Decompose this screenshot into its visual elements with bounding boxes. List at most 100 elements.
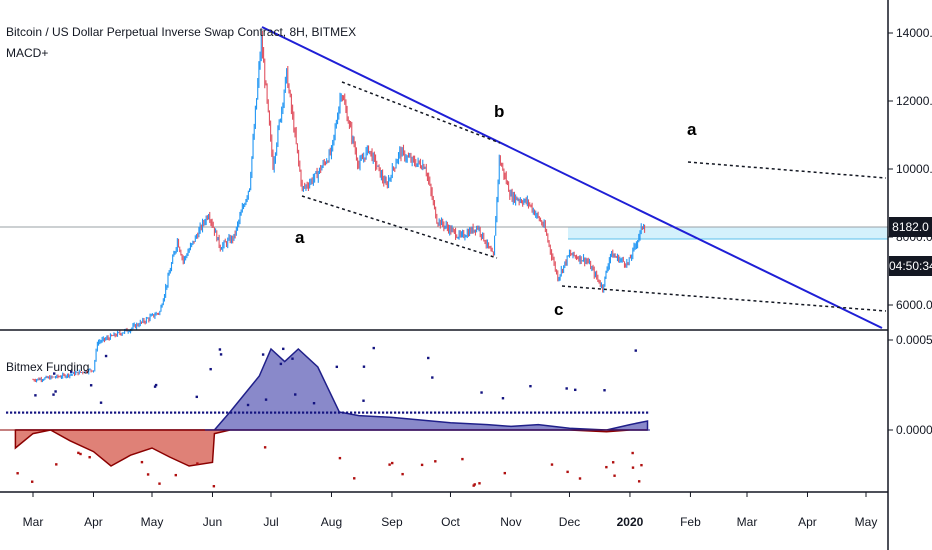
funding-dot (314, 411, 317, 414)
y-tick-label: 6000.0 (896, 298, 932, 312)
funding-dot (510, 411, 513, 414)
funding-dot (637, 480, 641, 483)
funding-dot (353, 477, 356, 480)
funding-dot (70, 411, 73, 414)
funding-dot (590, 411, 593, 414)
funding-dot (104, 354, 108, 358)
funding-dot (634, 411, 637, 414)
funding-dot (70, 370, 73, 373)
funding-dot (486, 411, 489, 414)
funding-pane-title[interactable]: Bitmex Funding (6, 360, 90, 374)
x-tick-label: 2020 (617, 515, 644, 529)
funding-dot (34, 411, 37, 414)
funding-dot (122, 411, 125, 414)
funding-dot (246, 411, 249, 414)
funding-dot (342, 411, 345, 414)
funding-dot (194, 411, 197, 414)
funding-dot (77, 451, 80, 455)
funding-dot (606, 411, 609, 414)
time-axis[interactable]: Mar Apr May Jun Jul Aug Sep Oct Nov Dec 2020 Feb Mar… (23, 492, 878, 529)
funding-dot (503, 471, 507, 475)
funding-dot (550, 463, 554, 466)
funding-dot (226, 411, 229, 414)
funding-dot (18, 411, 21, 414)
funding-dot (234, 411, 237, 414)
x-tick-label: Dec (559, 515, 580, 529)
funding-dot (470, 411, 473, 414)
funding-dot (418, 411, 421, 414)
funding-dot (94, 411, 97, 414)
funding-dot (430, 411, 433, 414)
funding-dot (86, 411, 89, 414)
funding-dot (264, 398, 268, 401)
chart-title: Bitcoin / US Dollar Perpetual Inverse Sw… (6, 25, 357, 39)
funding-dot (431, 376, 434, 379)
funding-dot (394, 411, 397, 414)
x-tick-label: Apr (84, 515, 103, 529)
x-tick-label: Jul (263, 515, 278, 529)
funding-dot (294, 411, 297, 414)
funding-dot (598, 411, 601, 414)
funding-dot (622, 411, 625, 414)
x-tick-label: Aug (321, 515, 342, 529)
funding-dot (54, 411, 57, 414)
x-tick-label: Jun (203, 515, 222, 529)
funding-dot (16, 472, 19, 475)
funding-dot (146, 473, 150, 476)
funding-dot (454, 411, 457, 414)
funding-dot (480, 391, 483, 394)
funding-dot (434, 411, 437, 414)
funding-dot (298, 411, 301, 414)
funding-dot (118, 411, 121, 414)
funding-dot (198, 411, 201, 414)
funding-dot (146, 411, 149, 414)
funding-dot (565, 387, 568, 390)
funding-dot (646, 411, 649, 414)
funding-dot (631, 451, 634, 455)
funding-dot (158, 411, 161, 414)
funding-dot (30, 411, 33, 414)
indicator-label[interactable]: MACD+ (6, 46, 49, 60)
funding-dot (586, 411, 589, 414)
funding-dot (178, 411, 181, 414)
funding-dot (626, 411, 629, 414)
x-tick-label: Feb (680, 515, 701, 529)
funding-dot (618, 411, 621, 414)
funding-dot (386, 411, 389, 414)
y-tick-label: 14000.0 (896, 26, 932, 40)
funding-dot (398, 411, 401, 414)
funding-dot (58, 411, 61, 414)
funding-dot (566, 411, 569, 414)
funding-dot (138, 411, 141, 414)
funding-dot (334, 411, 337, 414)
funding-dot (102, 411, 105, 414)
funding-dot (182, 411, 185, 414)
funding-dot (261, 353, 265, 356)
funding-dot (42, 411, 45, 414)
wave-label-a-projected: a (687, 120, 697, 139)
funding-dot (391, 461, 394, 465)
funding-dot (478, 482, 481, 485)
funding-dot (291, 357, 294, 360)
funding-dot (254, 411, 257, 414)
funding-dot (558, 411, 561, 414)
funding-dot (494, 411, 497, 414)
funding-dot (346, 411, 349, 414)
funding-dot (640, 463, 643, 467)
funding-dot (166, 411, 169, 414)
funding-dot (582, 411, 585, 414)
funding-dot (502, 411, 505, 414)
funding-dot (574, 411, 577, 414)
funding-dot (88, 456, 91, 459)
funding-dot (438, 411, 441, 414)
funding-dot (286, 411, 289, 414)
funding-dot (38, 411, 41, 414)
funding-dot (434, 460, 437, 463)
wave-label-c: c (554, 300, 564, 319)
funding-dot (578, 411, 581, 414)
funding-dot (335, 365, 339, 369)
funding-dot (55, 463, 58, 466)
funding-dot (126, 411, 129, 414)
